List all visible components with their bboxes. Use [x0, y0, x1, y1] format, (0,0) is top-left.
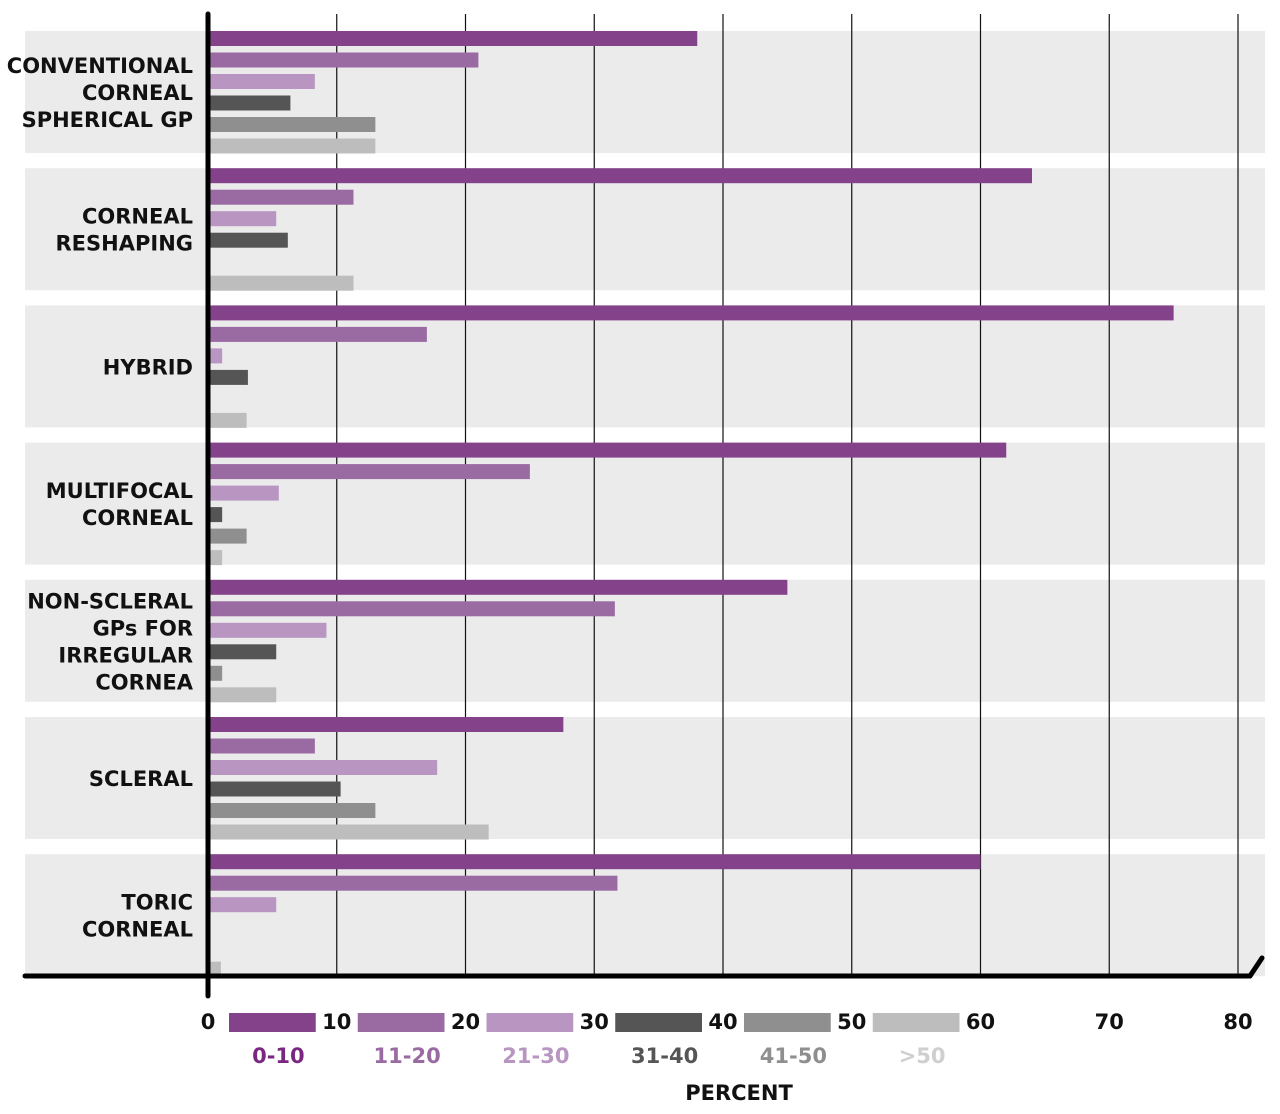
bar: [208, 687, 277, 703]
bar: [208, 117, 376, 132]
category-bands: [25, 31, 1265, 977]
bar: [208, 781, 341, 797]
legend-swatch: [357, 1013, 445, 1032]
bar: [208, 897, 277, 913]
x-tick-label: 80: [1223, 1010, 1252, 1034]
category-label: SPHERICAL GP: [22, 108, 193, 132]
category-label: CONVENTIONAL: [7, 54, 193, 78]
x-tick-label: 0: [201, 1010, 216, 1034]
x-tick-label: 60: [966, 1010, 995, 1034]
bar: [208, 601, 615, 617]
x-tick-label: 20: [451, 1010, 480, 1034]
legend-swatch: [872, 1013, 960, 1032]
category-label: HYBRID: [103, 355, 193, 379]
category-label: MULTIFOCAL: [46, 479, 193, 503]
category-band: [25, 717, 1265, 839]
bar: [208, 52, 479, 68]
legend-swatch: [229, 1013, 316, 1032]
bar: [208, 168, 1032, 184]
category-labels: CONVENTIONAL CORNEAL SPHERICAL GP CORNEAL RE…: [7, 54, 194, 942]
bar: [208, 507, 223, 523]
bar: [208, 31, 698, 46]
category-label: IRREGULAR: [58, 643, 193, 667]
bar: [208, 369, 248, 385]
bar: [208, 875, 618, 891]
bar: [208, 326, 427, 342]
bar: [208, 138, 376, 154]
category-label: TORIC: [121, 891, 193, 915]
x-tick-label: 40: [708, 1010, 737, 1034]
bar: [208, 348, 223, 364]
category-band: [25, 168, 1265, 291]
tick-labels: 0 10 20 30 40 50 60 70 80: [201, 1010, 1253, 1034]
bar: [208, 665, 223, 681]
bar: [208, 232, 288, 248]
axis-break-mark: [1247, 955, 1265, 979]
category-label: CORNEAL: [82, 506, 193, 530]
legend: 0-10 11-20 21-30 31-40 41-50 >50: [229, 1013, 960, 1068]
category-label: CORNEAL: [82, 918, 193, 942]
category-band: [25, 854, 1265, 977]
bar: [208, 622, 327, 638]
category-label: CORNEAL: [82, 205, 193, 229]
bar: [208, 305, 1174, 321]
category-band: [25, 31, 1265, 153]
bar: [208, 738, 315, 754]
bar: [208, 824, 489, 840]
bars: [208, 31, 1174, 977]
legend-label: 41-50: [760, 1044, 827, 1068]
x-tick-label: 70: [1095, 1010, 1124, 1034]
legend-swatch: [615, 1013, 702, 1032]
legend-label: 31-40: [631, 1044, 698, 1068]
legend-swatch: [744, 1013, 831, 1032]
bar: [208, 412, 247, 428]
bar: [208, 464, 530, 480]
bar: [208, 189, 354, 205]
legend-label: >50: [899, 1044, 946, 1068]
category-band: [25, 305, 1265, 428]
bar: [208, 528, 247, 544]
bar: [208, 803, 376, 818]
x-tick-label: 30: [580, 1010, 609, 1034]
bar: [208, 961, 221, 977]
x-tick-label: 10: [322, 1010, 351, 1034]
bar: [208, 275, 354, 291]
bar: [208, 442, 1007, 458]
category-label: CORNEA: [95, 670, 193, 694]
x-axis-title: PERCENT: [685, 1081, 793, 1105]
bar: [208, 579, 788, 595]
bar: [208, 760, 438, 775]
bar: [208, 95, 291, 111]
bar: [208, 74, 315, 89]
category-label: GPs FOR: [93, 616, 193, 640]
category-label: CORNEAL: [82, 81, 193, 105]
bar: [208, 854, 981, 870]
category-band: [25, 442, 1265, 565]
bar: [208, 550, 223, 566]
bar: [208, 717, 564, 732]
legend-label: 21-30: [502, 1044, 569, 1068]
bar: [208, 485, 279, 501]
category-label: SCLERAL: [89, 767, 193, 791]
bar: [208, 644, 277, 660]
legend-swatch: [486, 1013, 574, 1032]
category-label: RESHAPING: [56, 232, 193, 256]
bar: [208, 211, 277, 227]
axes: [22, 11, 1265, 999]
x-tick-label: 50: [837, 1010, 866, 1034]
category-label: NON-SCLERAL: [27, 589, 193, 613]
legend-label: 0-10: [252, 1044, 305, 1068]
category-band: [25, 579, 1265, 702]
legend-label: 11-20: [374, 1044, 441, 1068]
